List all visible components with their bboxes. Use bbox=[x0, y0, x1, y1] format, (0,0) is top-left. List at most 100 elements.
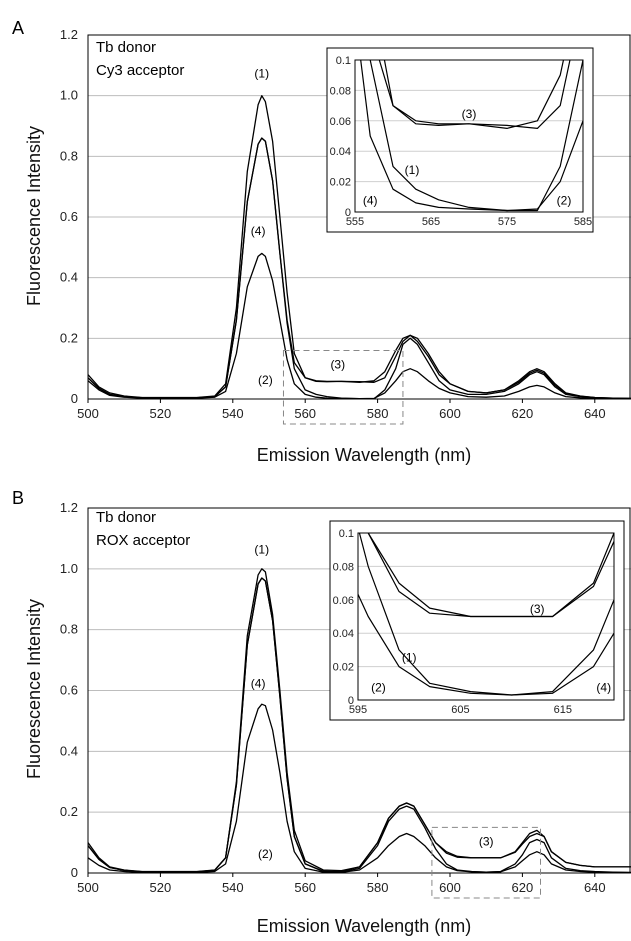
curve-label: (4) bbox=[251, 676, 266, 690]
curve-label: (1) bbox=[254, 66, 269, 80]
inset-x-tick-label: 615 bbox=[554, 704, 572, 716]
plot-frame bbox=[87, 507, 631, 874]
inset-curve-label: (3) bbox=[530, 602, 545, 616]
inset-curve-label: (2) bbox=[557, 193, 572, 207]
x-tick-label: 600 bbox=[439, 880, 461, 895]
y-tick-label: 1.2 bbox=[60, 500, 78, 515]
inset-curve-label: (4) bbox=[363, 193, 378, 207]
plot-frame bbox=[87, 34, 631, 400]
x-tick-label: 520 bbox=[150, 406, 172, 421]
inset-series-line-2 bbox=[369, 60, 583, 212]
panel-b: B Fluorescence Intensity Emission Wavele… bbox=[12, 488, 631, 936]
x-tick-label: 540 bbox=[222, 880, 244, 895]
curve-labels: (1) (4) (2) (3) bbox=[251, 66, 345, 386]
x-tick-labels: 500 520 540 560 580 600 620 640 bbox=[77, 873, 606, 895]
inset-y-tick-label: 0.08 bbox=[333, 561, 354, 573]
y-tick-label: 0 bbox=[71, 865, 78, 880]
y-tick-label: 0.8 bbox=[60, 148, 78, 163]
inset-chart: 0 0.02 0.04 0.06 0.08 0.1 595 605 615 (3) (1) (2) (4… bbox=[329, 520, 625, 721]
x-axis-title: Emission Wavelength (nm) bbox=[257, 445, 471, 465]
y-tick-label: 0.6 bbox=[60, 209, 78, 224]
curve-labels: (1) (4) (2) (3) bbox=[251, 543, 494, 861]
inset-x-tick-label: 555 bbox=[346, 216, 364, 228]
y-tick-label: 0.6 bbox=[60, 683, 78, 698]
y-tick-labels: 0 0.2 0.4 0.6 0.8 1.0 1.2 bbox=[60, 27, 78, 406]
inset-curve-label: (2) bbox=[371, 681, 386, 695]
inset-y-tick-label: 0 bbox=[348, 695, 354, 707]
inset-y-tick-label: 0 bbox=[345, 207, 351, 219]
inset-curve-label: (3) bbox=[462, 107, 477, 121]
inset-y-tick-label: 0.04 bbox=[333, 628, 354, 640]
y-tick-label: 0.8 bbox=[60, 622, 78, 637]
inset-plot-frame bbox=[354, 59, 584, 213]
x-tick-label: 560 bbox=[294, 406, 316, 421]
x-tick-label: 620 bbox=[512, 406, 534, 421]
inset-y-tick-label: 0.02 bbox=[333, 662, 354, 674]
panel-letter: A bbox=[12, 18, 24, 38]
inset-series-line-4 bbox=[360, 60, 583, 212]
curve-label: (2) bbox=[258, 373, 273, 387]
series-line-4 bbox=[87, 703, 631, 874]
x-axis-title: Emission Wavelength (nm) bbox=[257, 916, 471, 936]
y-tick-label: 0.2 bbox=[60, 330, 78, 345]
x-tick-label: 500 bbox=[77, 880, 99, 895]
annotation-line-acceptor: ROX acceptor bbox=[96, 532, 190, 549]
inset-x-tick-label: 585 bbox=[574, 216, 592, 228]
annotation-box: Tb donor ROX acceptor bbox=[96, 509, 190, 549]
x-tick-label: 560 bbox=[294, 880, 316, 895]
inset-y-tick-label: 0.02 bbox=[330, 177, 351, 189]
inset-y-tick-label: 0.06 bbox=[333, 595, 354, 607]
x-tick-label: 580 bbox=[367, 406, 389, 421]
inset-y-tick-label: 0.1 bbox=[336, 55, 351, 67]
inset-y-tick-label: 0.08 bbox=[330, 85, 351, 97]
x-tick-label: 640 bbox=[584, 406, 606, 421]
inset-x-tick-label: 575 bbox=[498, 216, 516, 228]
x-tick-label: 500 bbox=[77, 406, 99, 421]
y-axis-title: Fluorescence Intensity bbox=[24, 599, 44, 779]
y-tick-label: 0.4 bbox=[60, 743, 78, 758]
series-layer bbox=[87, 568, 631, 874]
x-tick-label: 620 bbox=[512, 880, 534, 895]
curve-label: (4) bbox=[251, 224, 266, 238]
x-tick-label: 520 bbox=[150, 880, 172, 895]
inset-curve-label: (4) bbox=[596, 681, 611, 695]
zoom-region-box bbox=[431, 826, 541, 899]
inset-x-tick-label: 605 bbox=[451, 704, 469, 716]
inset-series-line-1 bbox=[383, 60, 565, 129]
curve-label: (3) bbox=[330, 358, 345, 372]
inset-x-tick-label: 595 bbox=[349, 704, 367, 716]
inset-curve-label: (1) bbox=[402, 651, 417, 665]
y-axis-title: Fluorescence Intensity bbox=[24, 126, 44, 306]
inset-curve-label: (1) bbox=[405, 163, 420, 177]
inset-chart: 0 0.02 0.04 0.06 0.08 0.1 555 565 575 585 (3) (1) (4… bbox=[326, 47, 594, 233]
series-line-3 bbox=[87, 577, 631, 873]
panel-a: A Fluorescence Intensity Emission Wavele… bbox=[12, 18, 631, 465]
zoom-region-box bbox=[282, 349, 404, 425]
y-tick-label: 1.2 bbox=[60, 27, 78, 42]
annotation-line-donor: Tb donor bbox=[96, 509, 156, 526]
y-tick-labels: 0 0.2 0.4 0.6 0.8 1.0 1.2 bbox=[60, 500, 78, 880]
inset-x-tick-label: 565 bbox=[422, 216, 440, 228]
x-tick-label: 580 bbox=[367, 880, 389, 895]
y-tick-label: 0.2 bbox=[60, 804, 78, 819]
y-tick-label: 1.0 bbox=[60, 88, 78, 103]
annotation-line-acceptor: Cy3 acceptor bbox=[96, 62, 184, 79]
panel-letter: B bbox=[12, 488, 24, 508]
inset-plot-frame bbox=[357, 532, 615, 701]
inset-series-line-3 bbox=[378, 60, 571, 129]
inset-y-tick-label: 0.04 bbox=[330, 146, 351, 158]
inset-y-tick-label: 0.06 bbox=[330, 116, 351, 128]
annotation-box: Tb donor Cy3 acceptor bbox=[96, 39, 184, 79]
x-tick-label: 540 bbox=[222, 406, 244, 421]
inset-y-tick-label: 0.1 bbox=[339, 528, 354, 540]
x-tick-labels: 500 520 540 560 580 600 620 640 bbox=[77, 399, 606, 421]
y-tick-label: 1.0 bbox=[60, 561, 78, 576]
y-tick-label: 0.4 bbox=[60, 270, 78, 285]
y-tick-label: 0 bbox=[71, 391, 78, 406]
x-tick-label: 600 bbox=[439, 406, 461, 421]
x-tick-label: 640 bbox=[584, 880, 606, 895]
annotation-line-donor: Tb donor bbox=[96, 39, 156, 56]
curve-label: (1) bbox=[254, 543, 269, 557]
inset-border bbox=[326, 47, 594, 233]
